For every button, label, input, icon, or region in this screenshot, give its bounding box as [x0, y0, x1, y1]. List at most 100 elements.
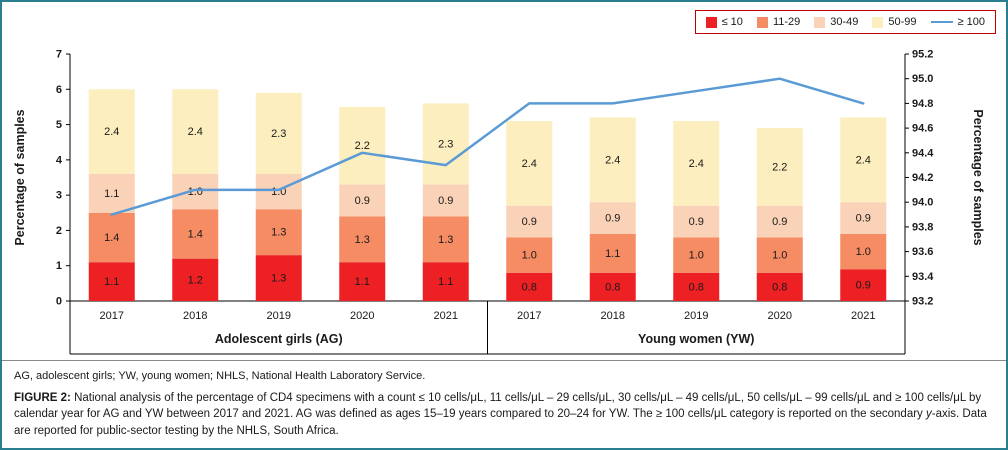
bar-segment	[506, 205, 553, 238]
year-label: 2017	[517, 310, 541, 322]
legend-item-label: ≤ 10	[721, 16, 743, 28]
bar-segment	[255, 209, 302, 256]
bar-segment	[422, 184, 469, 217]
bar-segment-label: 1.4	[104, 232, 119, 244]
legend-swatch-icon	[814, 16, 826, 28]
year-label: 2019	[684, 310, 708, 322]
chart-canvas: 0 1 2 3 4 5 6 7 93.2 93.4 93.6 93.8 94.0 94.2 94.4 94.6…	[13, 49, 985, 355]
left-axis-tick-label: 2	[56, 225, 62, 237]
bar-segment-label: 1.2	[188, 274, 203, 286]
bar-segment-label: 0.8	[522, 281, 537, 293]
bar-segment-label: 1.0	[522, 250, 537, 262]
group-label: Adolescent girls (AG)	[215, 332, 343, 346]
right-axis-tick-label: 95.0	[912, 73, 933, 85]
bar-segment-label: 0.9	[355, 195, 370, 207]
bar-segment	[673, 205, 720, 238]
left-axis-tick-label: 7	[56, 49, 62, 61]
bar-segment-label: 1.1	[104, 188, 119, 200]
bar-segment	[422, 103, 469, 185]
left-axis-tick-label: 1	[56, 260, 62, 272]
bar-segment-label: 2.4	[104, 126, 119, 138]
bar-segment-label: 0.9	[522, 216, 537, 228]
bar-segment-label: 1.0	[856, 246, 871, 258]
bar-segment-label: 0.9	[772, 216, 787, 228]
bar-segment-label: 1.4	[188, 228, 203, 240]
figure-caption-label: FIGURE 2:	[14, 391, 71, 404]
bar-segment-label: 1.1	[605, 248, 620, 260]
bar-segment-label: 1.3	[355, 234, 370, 246]
right-axis-tick-label: 93.4	[912, 271, 934, 283]
bar-segment-label: 0.9	[438, 195, 453, 207]
figure-caption-text-1: National analysis of the percentage of C…	[14, 391, 982, 421]
legend-item-label: 11-29	[772, 16, 801, 28]
legend-swatch-icon	[705, 16, 717, 28]
bar-segment	[589, 202, 636, 234]
left-axis-tick-label: 3	[56, 190, 62, 202]
bar-segment	[840, 202, 887, 234]
bar-segment	[339, 216, 386, 263]
right-axis-tick-label: 94.2	[912, 172, 933, 184]
bar-segment	[506, 272, 553, 301]
bar-segment	[506, 121, 553, 206]
right-axis-tick-label: 93.6	[912, 246, 933, 258]
legend-item-2: 11-29	[756, 16, 801, 28]
legend-swatch-icon	[872, 16, 884, 28]
bar-segment	[88, 212, 135, 263]
bar-segment-label: 2.4	[605, 154, 620, 166]
year-label: 2017	[100, 310, 124, 322]
bar-segment-label: 0.9	[856, 213, 871, 225]
bar-segment	[339, 184, 386, 217]
bar-segment	[255, 92, 302, 174]
bar-segment-label: 2.4	[522, 158, 537, 170]
legend-item-3: 30-49	[814, 16, 858, 28]
abbreviations-line: AG, adolescent girls; YW, young women; N…	[14, 370, 426, 382]
legend-item-label: ≥ 100	[957, 16, 985, 28]
legend-item-label: 50-99	[888, 16, 917, 28]
bar-segment-label: 2.3	[438, 138, 453, 150]
bar-segment-label: 2.4	[856, 154, 871, 166]
bar-segment-label: 0.9	[856, 280, 871, 292]
bar-segment	[840, 117, 887, 203]
bar-segment	[840, 233, 887, 270]
bar-segment	[756, 205, 803, 238]
bar-segment	[172, 173, 219, 210]
left-axis-title: Percentage of samples	[13, 109, 27, 245]
bar-segment	[506, 237, 553, 273]
bar-segment-label: 2.2	[772, 161, 787, 173]
bar-segment	[756, 128, 803, 206]
legend-item-4: 50-99	[872, 16, 917, 28]
bar-segment	[840, 269, 887, 301]
figure-caption-text-2: -axis. Data are reported for public-sect…	[14, 408, 987, 437]
bar-segment-label: 0.9	[605, 213, 620, 225]
bar-segment-label: 1.1	[355, 276, 370, 288]
year-label: 2020	[768, 310, 792, 322]
bar-segment	[589, 233, 636, 273]
bar-segment-label: 0.8	[689, 281, 704, 293]
legend-item-line: ≥ 100	[930, 16, 985, 28]
bar-segment-label: 0.8	[605, 281, 620, 293]
group-label: Young women (YW)	[638, 332, 754, 346]
bar-segment-label: 1.3	[438, 234, 453, 246]
bar-segment-label: 1.1	[104, 276, 119, 288]
caption-area: AG, adolescent girls; YW, young women; N…	[2, 360, 1006, 445]
year-label: 2019	[267, 310, 291, 322]
bar-segment-label: 0.8	[772, 281, 787, 293]
bar-segment	[339, 106, 386, 185]
bar-segment	[172, 209, 219, 259]
right-axis-tick-label: 93.2	[912, 296, 933, 308]
bar-segment	[88, 262, 135, 301]
right-axis-tick-label: 94.4	[912, 147, 934, 159]
year-label: 2020	[350, 310, 374, 322]
chart-area: ≤ 10 11-29 30-49 50-99 ≥ 100 0 1 2 3 4 5 6 7 93.2 93.…	[2, 2, 1006, 360]
chart-legend: ≤ 10 11-29 30-49 50-99 ≥ 100	[694, 10, 996, 34]
bar-segment-label: 2.4	[689, 158, 704, 170]
bar-segment-label: 1.1	[438, 276, 453, 288]
bar-segment	[673, 237, 720, 273]
left-axis-tick-label: 4	[56, 154, 63, 166]
bar-segment	[756, 272, 803, 301]
bar-segment	[88, 89, 135, 174]
bar-segment	[172, 258, 219, 301]
bar-segment-label: 1.0	[772, 250, 787, 262]
left-axis-tick-label: 5	[56, 119, 62, 131]
